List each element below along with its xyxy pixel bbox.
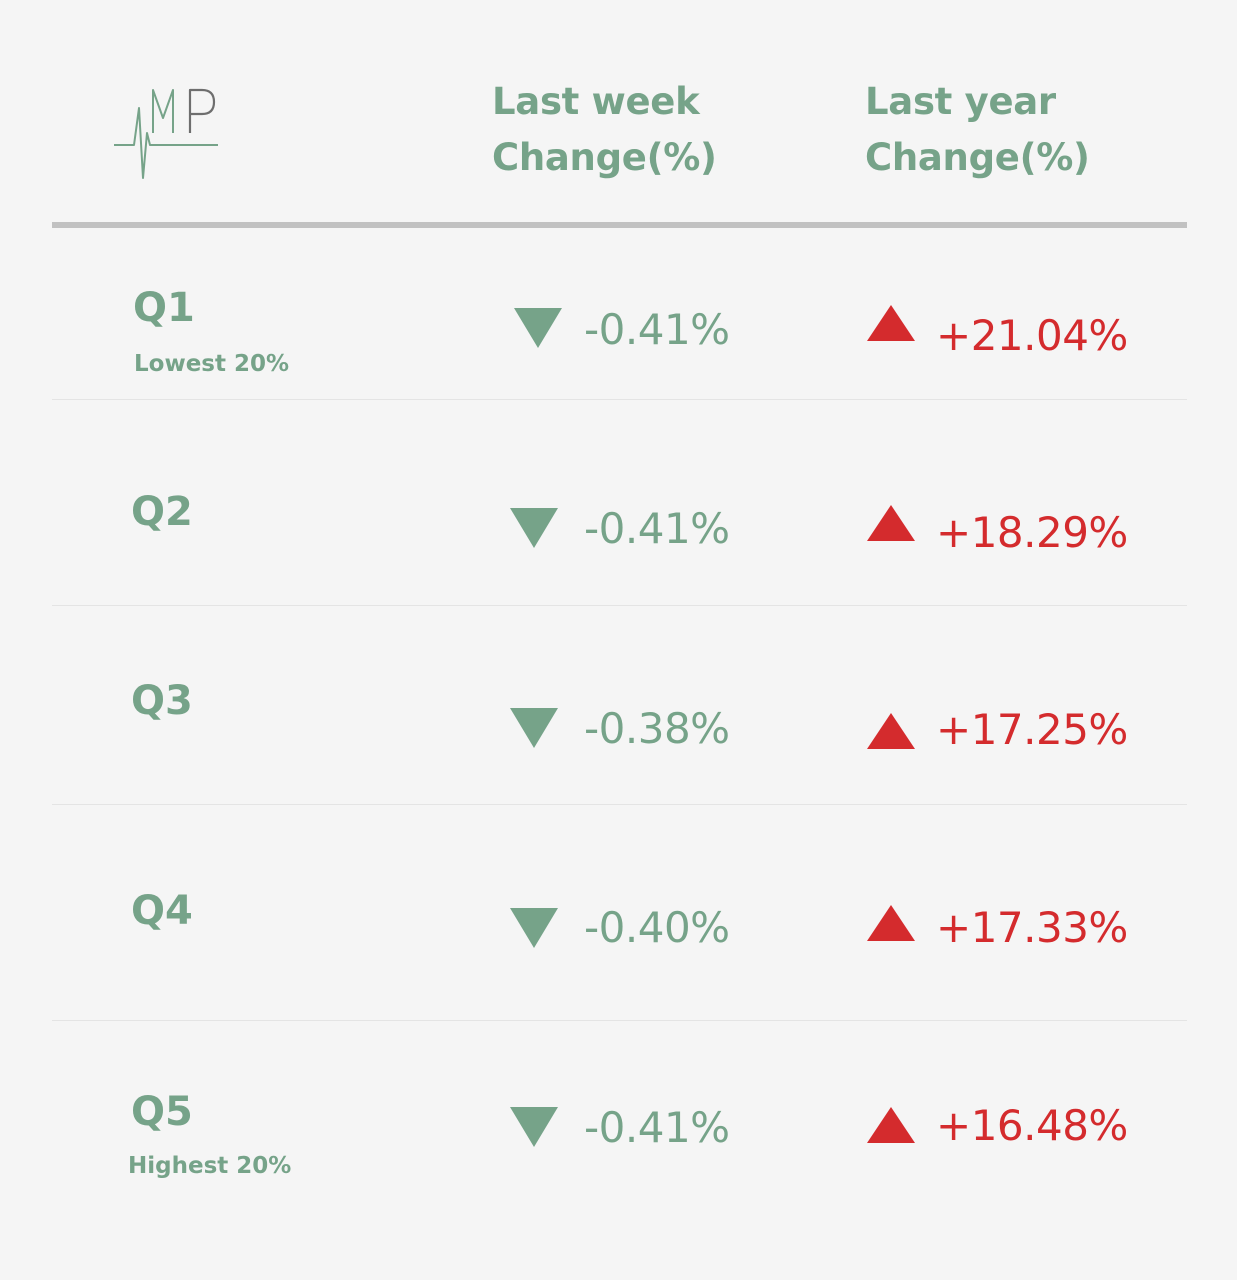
down-arrow-icon [510,508,558,548]
header-last-year-line2: Change(%) [865,136,1090,179]
down-arrow-icon [510,908,558,948]
row-week-value-q4: -0.40% [584,903,730,952]
row-label-q2: Q2 [131,489,193,535]
header-last-week: Last week Change(%) [492,74,717,186]
row-sublabel-q1: Lowest 20% [134,351,290,377]
row-sublabel-q5: Highest 20% [128,1153,292,1179]
row-divider [52,1020,1187,1021]
up-arrow-icon [867,905,915,941]
up-arrow-icon [867,713,915,749]
row-week-value-q1: -0.41% [584,305,730,354]
heartbeat-logo-icon [114,88,218,179]
header-last-week-line1: Last week [492,80,700,123]
row-divider [52,399,1187,400]
up-arrow-icon [867,1107,915,1143]
row-label-q3: Q3 [131,678,193,724]
row-divider [52,804,1187,805]
row-year-value-q3: +17.25% [936,705,1128,754]
row-label-q4: Q4 [131,888,193,934]
header-last-year-line1: Last year [865,80,1056,123]
row-year-value-q2: +18.29% [936,508,1128,557]
row-week-value-q3: -0.38% [584,704,730,753]
row-week-value-q2: -0.41% [584,504,730,553]
down-arrow-icon [510,1107,558,1147]
up-arrow-icon [867,505,915,541]
header-divider [52,222,1187,228]
down-arrow-icon [514,308,562,348]
header-last-year: Last year Change(%) [865,74,1090,186]
amp-logo [112,78,224,182]
down-arrow-icon [510,708,558,748]
row-year-value-q5: +16.48% [936,1101,1128,1150]
row-year-value-q1: +21.04% [936,311,1128,360]
row-divider [52,605,1187,606]
row-week-value-q5: -0.41% [584,1103,730,1152]
row-label-q5: Q5 [131,1089,193,1135]
header-last-week-line2: Change(%) [492,136,717,179]
up-arrow-icon [867,305,915,341]
row-year-value-q4: +17.33% [936,903,1128,952]
row-label-q1: Q1 [133,285,195,331]
